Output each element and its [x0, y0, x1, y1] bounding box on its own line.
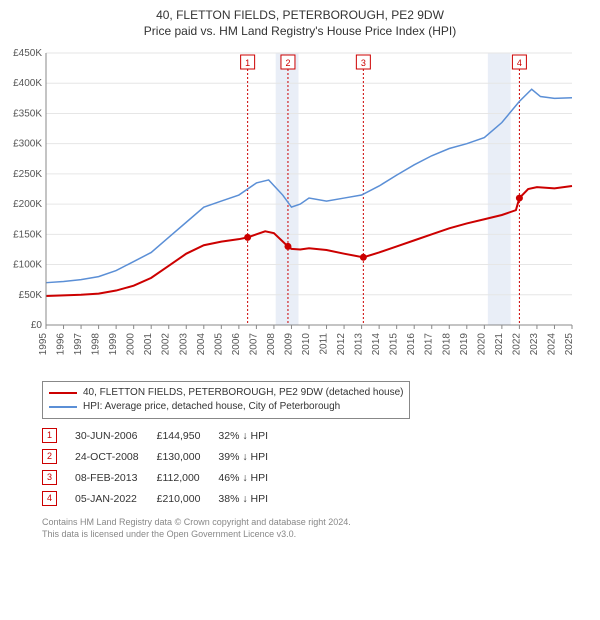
- svg-text:2005: 2005: [213, 333, 224, 356]
- svg-text:2003: 2003: [178, 333, 189, 356]
- svg-text:2007: 2007: [248, 333, 259, 356]
- legend-label: HPI: Average price, detached house, City…: [83, 400, 340, 414]
- svg-text:2009: 2009: [283, 333, 294, 356]
- svg-text:2002: 2002: [161, 333, 172, 356]
- svg-text:1997: 1997: [73, 333, 84, 356]
- svg-text:£350K: £350K: [13, 109, 42, 120]
- svg-text:2017: 2017: [424, 333, 435, 356]
- marker-row: 1 30-JUN-2006£144,95032% ↓ HPI: [42, 425, 286, 446]
- marker-price: £112,000: [157, 467, 219, 488]
- svg-text:2023: 2023: [529, 333, 540, 356]
- footer-note: Contains HM Land Registry data © Crown c…: [42, 517, 588, 540]
- marker-row: 3 08-FEB-2013£112,00046% ↓ HPI: [42, 467, 286, 488]
- marker-date: 05-JAN-2022: [75, 488, 157, 509]
- svg-text:2020: 2020: [476, 333, 487, 356]
- svg-text:1996: 1996: [56, 333, 67, 356]
- legend-row: HPI: Average price, detached house, City…: [49, 400, 403, 414]
- marker-price: £210,000: [157, 488, 219, 509]
- marker-number-box: 4: [42, 491, 57, 506]
- svg-text:2021: 2021: [494, 333, 505, 356]
- legend-label: 40, FLETTON FIELDS, PETERBOROUGH, PE2 9D…: [83, 386, 403, 400]
- legend: 40, FLETTON FIELDS, PETERBOROUGH, PE2 9D…: [42, 381, 410, 419]
- marker-row: 4 05-JAN-2022£210,00038% ↓ HPI: [42, 488, 286, 509]
- svg-text:2008: 2008: [266, 333, 277, 356]
- marker-date: 24-OCT-2008: [75, 446, 157, 467]
- marker-hpi-delta: 39% ↓ HPI: [218, 446, 286, 467]
- svg-text:£100K: £100K: [13, 260, 42, 271]
- marker-price: £130,000: [157, 446, 219, 467]
- svg-text:2001: 2001: [143, 333, 154, 356]
- chart-container: 40, FLETTON FIELDS, PETERBOROUGH, PE2 9D…: [0, 0, 600, 541]
- svg-text:2013: 2013: [354, 333, 365, 356]
- title-line-1: 40, FLETTON FIELDS, PETERBOROUGH, PE2 9D…: [0, 8, 600, 24]
- marker-row: 2 24-OCT-2008£130,00039% ↓ HPI: [42, 446, 286, 467]
- marker-number-box: 3: [42, 470, 57, 485]
- marker-date: 08-FEB-2013: [75, 467, 157, 488]
- marker-hpi-delta: 46% ↓ HPI: [218, 467, 286, 488]
- svg-text:2004: 2004: [196, 333, 207, 356]
- svg-text:£0: £0: [31, 320, 43, 331]
- title-line-2: Price paid vs. HM Land Registry's House …: [0, 24, 600, 40]
- marker-number-box: 2: [42, 449, 57, 464]
- svg-text:4: 4: [517, 58, 522, 68]
- svg-text:1998: 1998: [91, 333, 102, 356]
- svg-text:2011: 2011: [319, 333, 330, 355]
- svg-text:2014: 2014: [371, 333, 382, 356]
- svg-text:2018: 2018: [441, 333, 452, 356]
- svg-text:£200K: £200K: [13, 199, 42, 210]
- svg-text:2016: 2016: [406, 333, 417, 356]
- footer-line-1: Contains HM Land Registry data © Crown c…: [42, 517, 588, 529]
- svg-text:£450K: £450K: [13, 48, 42, 59]
- line-chart-svg: £0 £50K £100K £150K £200K £250K £300K £350K £400…: [0, 45, 580, 375]
- svg-text:2022: 2022: [511, 333, 522, 356]
- svg-text:£300K: £300K: [13, 139, 42, 150]
- svg-text:2015: 2015: [389, 333, 400, 356]
- svg-text:3: 3: [361, 58, 366, 68]
- legend-row: 40, FLETTON FIELDS, PETERBOROUGH, PE2 9D…: [49, 386, 403, 400]
- chart-area: £0 £50K £100K £150K £200K £250K £300K £350K £400…: [0, 45, 600, 375]
- marker-date: 30-JUN-2006: [75, 425, 157, 446]
- marker-table: 1 30-JUN-2006£144,95032% ↓ HPI 2 24-OCT-200…: [42, 425, 286, 509]
- svg-text:£150K: £150K: [13, 230, 42, 241]
- svg-text:1: 1: [245, 58, 250, 68]
- svg-text:1999: 1999: [108, 333, 119, 356]
- marker-hpi-delta: 32% ↓ HPI: [218, 425, 286, 446]
- legend-swatch: [49, 392, 77, 394]
- svg-text:2006: 2006: [231, 333, 242, 356]
- svg-text:£400K: £400K: [13, 78, 42, 89]
- svg-text:2012: 2012: [336, 333, 347, 356]
- svg-text:2010: 2010: [301, 333, 312, 356]
- svg-text:2024: 2024: [546, 333, 557, 356]
- svg-text:2025: 2025: [564, 333, 575, 356]
- marker-hpi-delta: 38% ↓ HPI: [218, 488, 286, 509]
- svg-text:2019: 2019: [459, 333, 470, 356]
- svg-text:2: 2: [285, 58, 290, 68]
- marker-number-box: 1: [42, 428, 57, 443]
- svg-text:2000: 2000: [126, 333, 137, 356]
- marker-price: £144,950: [157, 425, 219, 446]
- legend-swatch: [49, 406, 77, 408]
- footer-line-2: This data is licensed under the Open Gov…: [42, 529, 588, 541]
- svg-text:£50K: £50K: [19, 290, 43, 301]
- svg-text:£250K: £250K: [13, 169, 42, 180]
- title-block: 40, FLETTON FIELDS, PETERBOROUGH, PE2 9D…: [0, 0, 600, 39]
- svg-text:1995: 1995: [38, 333, 49, 356]
